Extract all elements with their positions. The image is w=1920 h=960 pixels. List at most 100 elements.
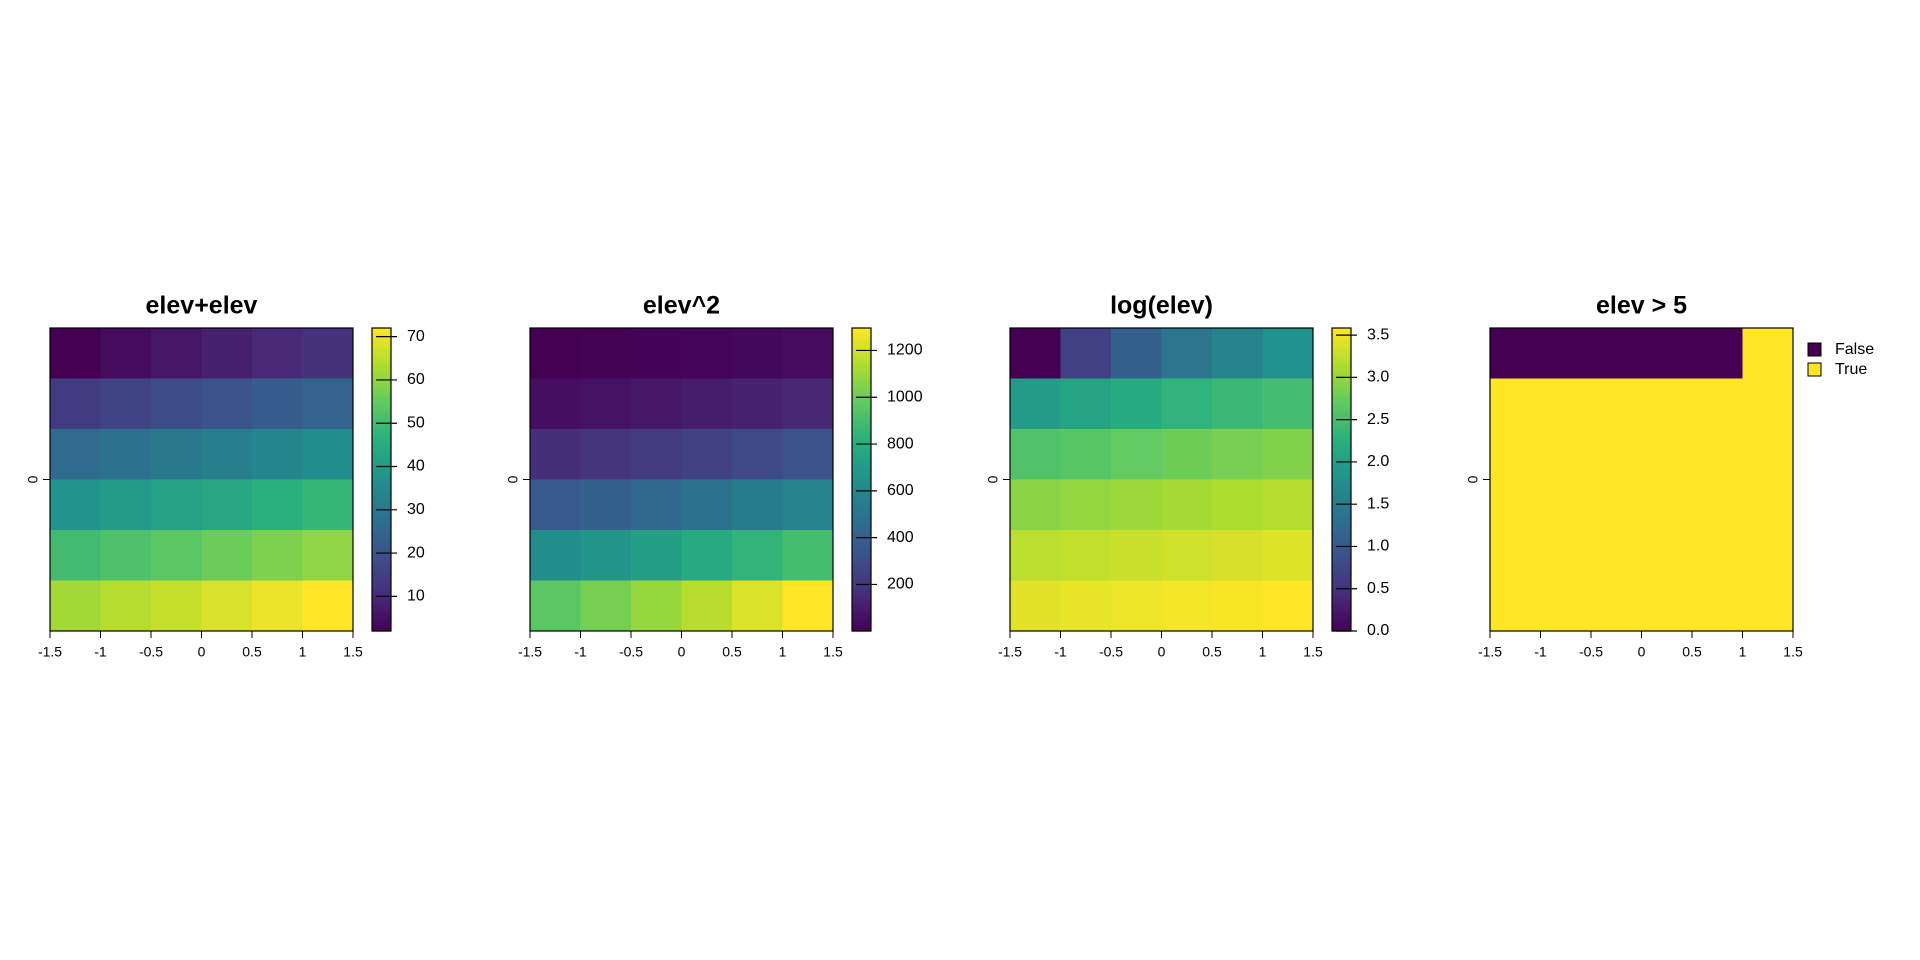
cell xyxy=(1010,580,1061,632)
cell xyxy=(1111,429,1162,480)
colorbar-swatch xyxy=(1332,470,1351,475)
colorbar-swatch xyxy=(1332,612,1351,617)
colorbar-swatch xyxy=(852,555,871,559)
cell xyxy=(1212,378,1263,430)
colorbar-swatch xyxy=(1332,585,1351,590)
cell xyxy=(1742,580,1794,632)
cell xyxy=(252,530,303,581)
colorbar-swatch xyxy=(1332,376,1351,381)
colorbar-swatch xyxy=(1332,534,1351,538)
colorbar-swatch xyxy=(1332,567,1351,571)
colorbar-swatch xyxy=(852,328,871,332)
colorbar-swatch xyxy=(372,534,391,538)
colorbar-swatch xyxy=(1332,455,1351,459)
colorbar-swatch xyxy=(1332,540,1351,544)
colorbar-swatch xyxy=(1332,443,1351,447)
cell xyxy=(201,580,253,632)
cell xyxy=(1111,530,1162,581)
cell xyxy=(530,429,581,480)
colorbar-swatch xyxy=(372,349,391,353)
cell xyxy=(1692,479,1743,531)
cell xyxy=(100,378,152,430)
colorbar-swatch xyxy=(852,540,871,544)
x-tick-label: 0 xyxy=(678,644,686,660)
cell xyxy=(732,429,783,480)
cell xyxy=(1692,378,1743,430)
colorbar-swatch xyxy=(852,512,871,517)
colorbar-swatch xyxy=(372,564,391,568)
cell xyxy=(580,530,632,581)
cell xyxy=(580,328,632,379)
colorbar-swatch xyxy=(852,355,871,359)
cell xyxy=(1641,580,1693,632)
colorbar-swatch xyxy=(372,524,391,529)
legend-swatch xyxy=(1807,342,1822,357)
colorbar-swatch xyxy=(372,355,391,359)
x-tick-label: 1.5 xyxy=(343,644,363,660)
panel-title: elev+elev xyxy=(146,292,258,320)
colorbar-swatch xyxy=(1332,561,1351,565)
colorbar-swatch xyxy=(852,412,871,417)
colorbar-swatch xyxy=(1332,467,1351,472)
colorbar-swatch xyxy=(372,343,391,347)
colorbar-swatch xyxy=(1332,343,1351,347)
cell xyxy=(580,580,632,632)
colorbar-swatch xyxy=(852,397,871,402)
colorbar-swatch xyxy=(372,415,391,420)
colorbar-swatch xyxy=(372,400,391,405)
cell xyxy=(1212,580,1263,632)
legend-swatch xyxy=(1807,362,1822,377)
colorbar-swatch xyxy=(1332,588,1351,593)
colorbar-swatch xyxy=(852,497,871,502)
colorbar-swatch xyxy=(372,540,391,544)
colorbar-swatch xyxy=(852,546,871,550)
cell xyxy=(631,580,682,632)
colorbar-swatch xyxy=(852,573,871,578)
colorbar-swatch xyxy=(1332,337,1351,341)
cell xyxy=(1591,378,1642,430)
x-tick-label: -1 xyxy=(94,644,107,660)
cell xyxy=(681,580,733,632)
colorbar-swatch xyxy=(852,379,871,384)
colorbar-swatch xyxy=(852,382,871,387)
colorbar-swatch xyxy=(1332,509,1351,514)
x-tick-label: 1.5 xyxy=(1303,644,1323,660)
cell xyxy=(151,479,202,531)
x-tick-label: -0.5 xyxy=(139,644,163,660)
colorbar-label: 400 xyxy=(887,529,914,546)
cell xyxy=(1742,530,1794,581)
colorbar-swatch xyxy=(372,512,391,517)
cell xyxy=(50,328,101,379)
colorbar-swatch xyxy=(852,446,871,450)
colorbar-swatch xyxy=(372,491,391,496)
cell xyxy=(530,530,581,581)
colorbar-swatch xyxy=(852,470,871,475)
cell xyxy=(201,328,253,379)
colorbar-swatch xyxy=(852,400,871,405)
colorbar-swatch xyxy=(372,334,391,338)
x-tick-label: -1.5 xyxy=(998,644,1022,660)
cell xyxy=(252,378,303,430)
colorbar-swatch xyxy=(1332,421,1351,426)
cell xyxy=(302,479,354,531)
colorbar-swatch xyxy=(1332,379,1351,384)
colorbar-swatch xyxy=(372,406,391,411)
panel-title: elev^2 xyxy=(643,292,720,320)
cell xyxy=(1060,530,1112,581)
colorbar-swatch xyxy=(852,403,871,408)
cell xyxy=(1692,429,1743,480)
colorbar-label: 10 xyxy=(407,588,425,605)
cell xyxy=(782,328,834,379)
cell xyxy=(302,580,354,632)
colorbar-swatch xyxy=(372,488,391,493)
y-tick-label: 0 xyxy=(505,475,521,483)
colorbar-swatch xyxy=(852,485,871,490)
cell xyxy=(1540,328,1592,379)
colorbar-swatch xyxy=(372,455,391,459)
colorbar-swatch xyxy=(372,434,391,438)
cell xyxy=(1111,378,1162,430)
colorbar-swatch xyxy=(1332,349,1351,353)
cell xyxy=(1490,580,1541,632)
colorbar-swatch xyxy=(1332,479,1351,484)
cell xyxy=(732,530,783,581)
